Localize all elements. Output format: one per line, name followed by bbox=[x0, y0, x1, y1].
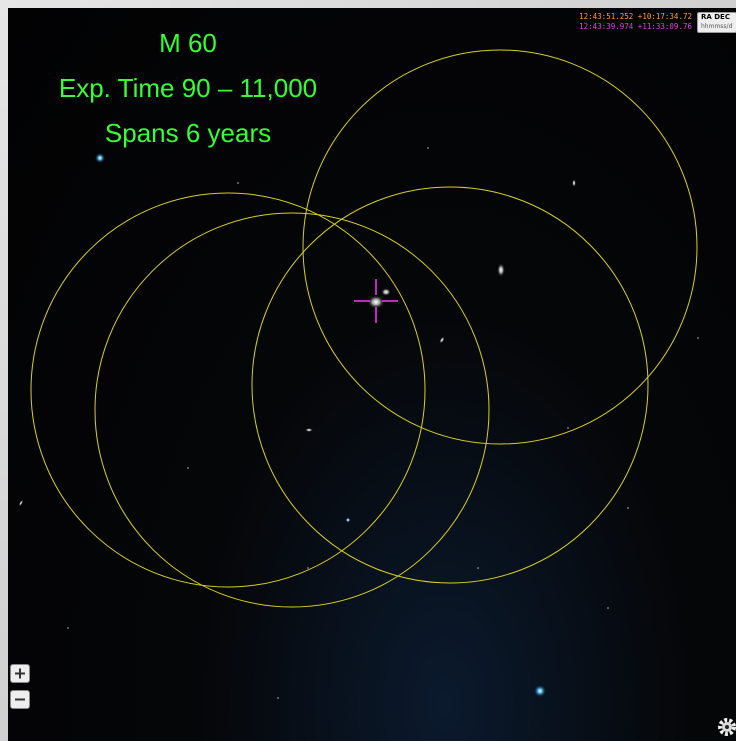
mouse-coordinates: 12:43:51.252 +10:17:34.72 bbox=[579, 12, 692, 21]
footprint-circle[interactable] bbox=[95, 213, 489, 607]
zoom-out-button[interactable] bbox=[10, 690, 30, 709]
overlay-text: Exp. Time 90 – 11,000 bbox=[8, 73, 368, 104]
frame-selector[interactable]: RA DEC hhmmss/d bbox=[697, 12, 736, 33]
sky-viewer: M 60 Exp. Time 90 – 11,000 Spans 6 years… bbox=[0, 0, 736, 741]
stars bbox=[67, 87, 699, 699]
overlay-text: Spans 6 years bbox=[8, 118, 368, 149]
frame-label: RA DEC bbox=[701, 13, 736, 22]
footprint-circle[interactable] bbox=[31, 193, 425, 587]
zoom-in-button[interactable] bbox=[10, 664, 30, 683]
settings-button[interactable] bbox=[716, 716, 736, 736]
overlay-text: M 60 bbox=[8, 28, 368, 59]
footprint-circle[interactable] bbox=[252, 187, 648, 583]
footprint-circle[interactable] bbox=[303, 50, 697, 444]
sky-view[interactable]: M 60 Exp. Time 90 – 11,000 Spans 6 years bbox=[8, 8, 736, 741]
frame-format: hhmmss/d bbox=[701, 22, 736, 31]
center-coordinates: 12:43:39.974 +11:33:09.76 bbox=[579, 22, 692, 31]
